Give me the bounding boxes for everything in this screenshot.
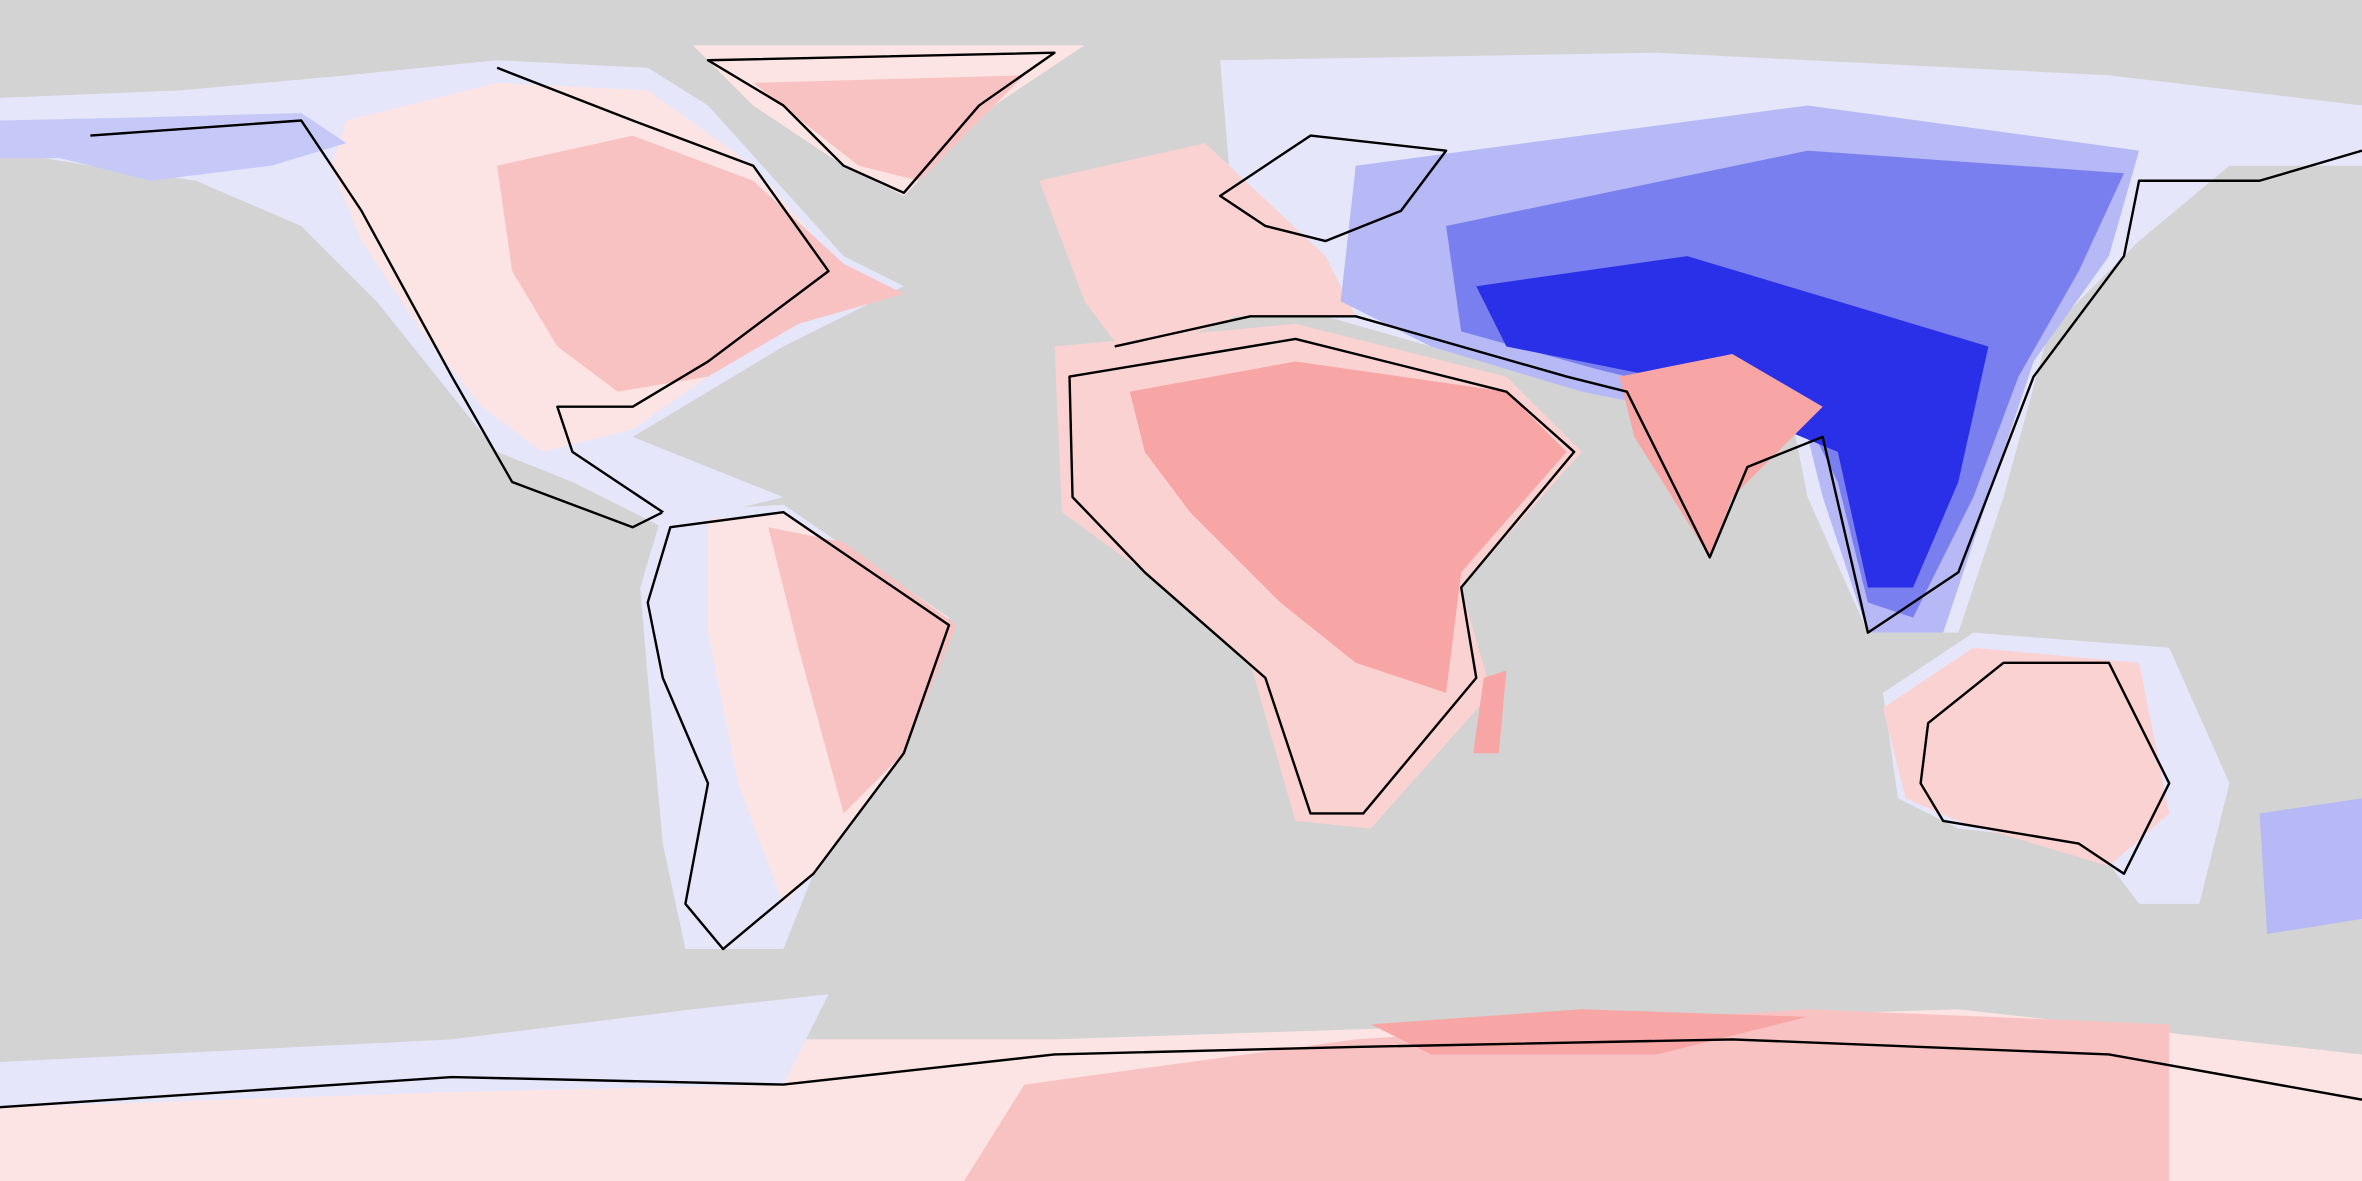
greenland-pink	[753, 75, 1025, 181]
greenland-coast	[706, 51, 1056, 195]
eurasia-blue-3	[1476, 256, 1989, 588]
africa-coast	[1068, 337, 1576, 815]
eurasia-coast	[1114, 149, 2362, 634]
south-america-coast	[646, 510, 951, 951]
antarctica-blue	[0, 994, 829, 1108]
nz-blue	[2259, 798, 2362, 934]
india	[1619, 353, 1823, 558]
north-america-pink	[497, 135, 904, 392]
antarctica-coast	[0, 1038, 2362, 1109]
north-america-coast	[90, 66, 830, 529]
antarctica-pink	[964, 1009, 2170, 1181]
antarctica-pink-strong	[1370, 1009, 1808, 1055]
africa-pink	[1129, 361, 1567, 693]
alaska-blue	[0, 112, 347, 181]
europe-pink	[1039, 143, 1356, 362]
madagascar	[1473, 670, 1507, 754]
australia-coast	[1919, 661, 2171, 875]
scandinavia-coast	[1218, 134, 1448, 243]
